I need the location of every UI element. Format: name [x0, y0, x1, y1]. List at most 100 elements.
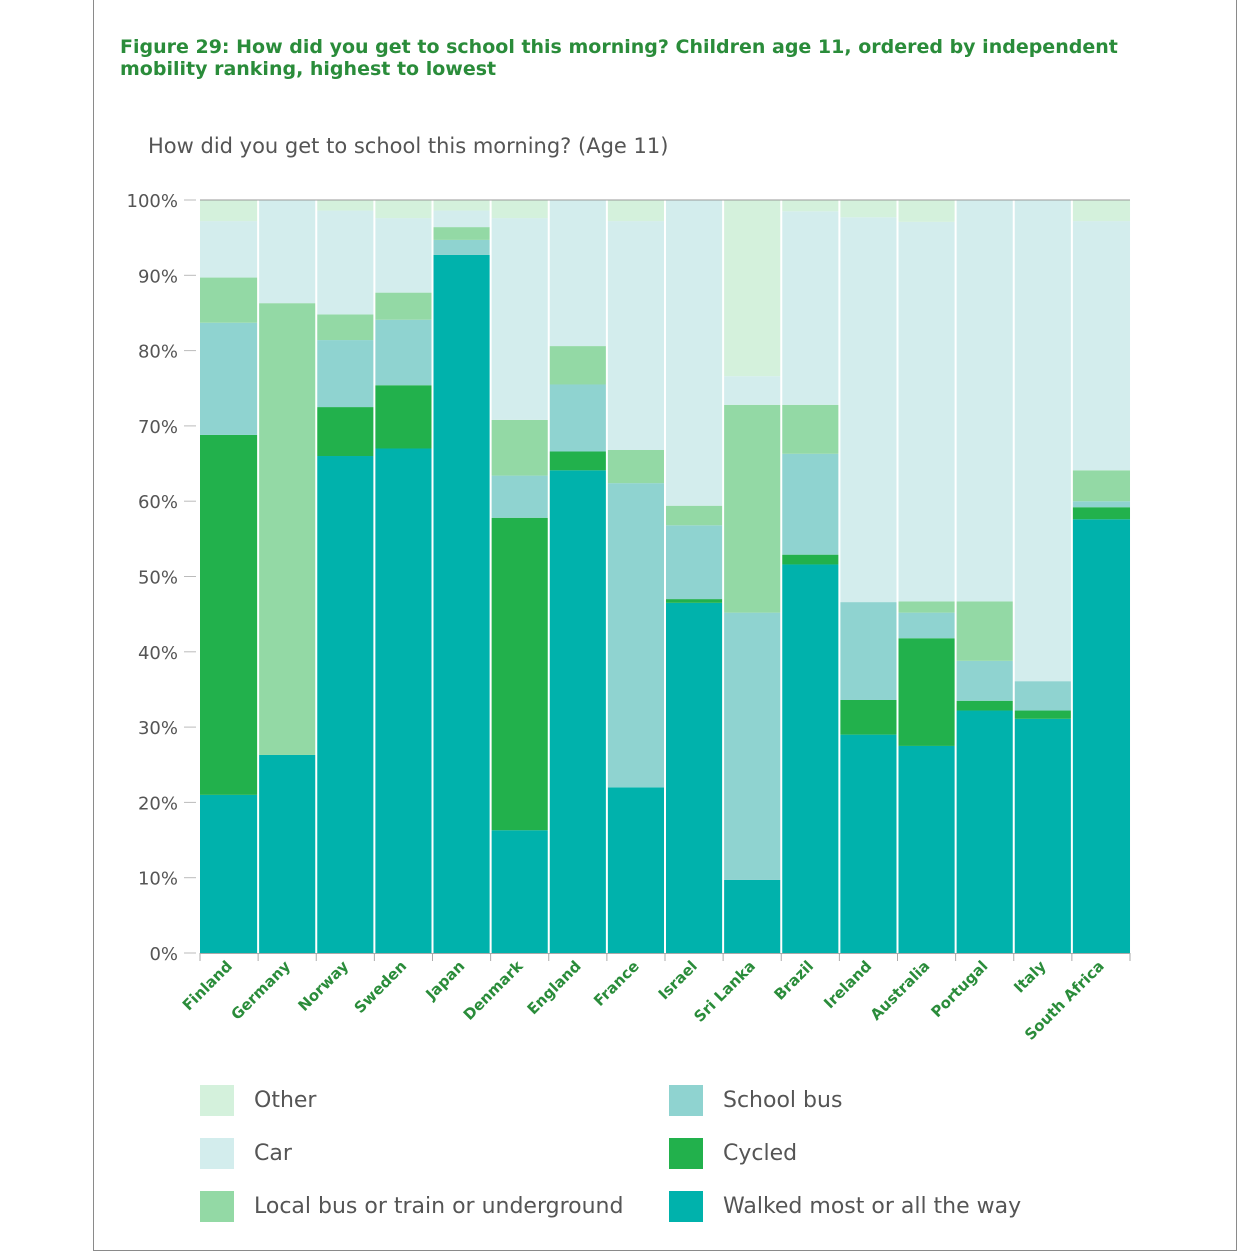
bar-segment	[781, 211, 840, 405]
bar-segment	[781, 453, 840, 555]
bar-segment	[723, 404, 782, 613]
bar-segment	[432, 200, 491, 211]
bar-segment	[781, 554, 840, 565]
bar-segment	[1013, 710, 1072, 719]
y-tick-label: 50%	[138, 568, 178, 589]
bar-segment	[374, 319, 433, 386]
bar-segment	[665, 200, 724, 506]
bar-segment	[839, 200, 898, 218]
bar-stack-england	[548, 200, 607, 953]
x-tick-label: Israel	[655, 957, 701, 1003]
bar-stack-australia	[897, 200, 956, 953]
bar-stack-sweden	[374, 200, 433, 953]
bar-segment	[316, 210, 375, 315]
bar-segment	[548, 451, 607, 471]
bar-segment	[606, 221, 666, 450]
bar-segment	[723, 612, 782, 880]
bar-segment	[200, 322, 259, 435]
bar-segment	[316, 340, 375, 408]
bar-stack-denmark	[490, 200, 549, 953]
bar-segment	[374, 292, 433, 320]
bar-segment	[839, 699, 898, 735]
bar-segment	[897, 601, 956, 613]
bar-segment	[316, 456, 375, 953]
x-tick-label: Sri Lanka	[690, 957, 759, 1026]
bar-segment	[490, 475, 549, 518]
bar-stack-finland	[200, 200, 259, 953]
y-tick-label: 10%	[138, 869, 178, 890]
y-tick-label: 90%	[138, 266, 178, 287]
bar-segment	[781, 564, 840, 953]
x-tick-label: Ireland	[820, 957, 875, 1012]
bar-segment	[374, 448, 433, 953]
bar-stack-norway	[316, 200, 375, 953]
bar-segment	[432, 227, 491, 240]
y-tick-label: 70%	[138, 417, 178, 438]
bar-segment	[897, 612, 956, 639]
bar-segment	[200, 277, 259, 323]
y-tick-label: 100%	[127, 191, 178, 212]
chart-title: How did you get to school this morning? …	[148, 134, 669, 158]
bar-stack-ireland	[839, 200, 898, 953]
bar-segment	[955, 660, 1014, 701]
bar-segment	[200, 200, 259, 222]
bar-segment	[200, 434, 259, 795]
bar-segment	[490, 419, 549, 476]
bar-segment	[955, 601, 1014, 661]
bar-segment	[839, 602, 898, 700]
y-tick-label: 80%	[138, 342, 178, 363]
bar-segment	[955, 700, 1014, 711]
bar-stack-portugal	[955, 200, 1014, 953]
bar-segment	[665, 505, 724, 526]
bar-segment	[1071, 501, 1131, 508]
bar-stack-israel	[665, 200, 724, 953]
x-tick-label: Denmark	[460, 956, 527, 1023]
bar-stack-italy	[1013, 200, 1072, 953]
bar-segment	[258, 303, 317, 755]
bar-segment	[1071, 519, 1131, 953]
x-tick-label: Germany	[227, 957, 294, 1024]
bar-segment	[1071, 507, 1131, 520]
bar-segment	[839, 217, 898, 603]
y-tick-label: 40%	[138, 643, 178, 664]
bar-segment	[781, 200, 840, 212]
bar-segment	[432, 210, 491, 228]
bar-segment	[374, 218, 433, 293]
bar-segment	[781, 404, 840, 454]
bar-stack-south-africa	[1071, 200, 1131, 953]
x-tick-label: England	[524, 957, 585, 1018]
bar-segment	[1013, 200, 1072, 682]
bar-stack-sri-lanka	[723, 200, 782, 953]
bar-segment	[374, 385, 433, 449]
bar-stack-japan	[432, 200, 491, 954]
bar-segment	[665, 525, 724, 600]
bar-segment	[200, 221, 259, 278]
bar-segment	[1071, 200, 1131, 222]
y-tick-label: 30%	[138, 718, 178, 739]
bar-segment	[723, 879, 782, 953]
bar-segment	[955, 710, 1014, 953]
bar-segment	[490, 517, 549, 831]
bar-segment	[606, 787, 666, 953]
figure-title: Figure 29: How did you get to school thi…	[120, 36, 1118, 80]
bar-segment	[839, 734, 898, 953]
x-tick-label: Sweden	[351, 957, 411, 1017]
x-tick-label: France	[590, 957, 643, 1010]
bar-segment	[1013, 681, 1072, 711]
y-tick-label: 60%	[138, 492, 178, 513]
bar-segment	[490, 200, 549, 219]
x-tick-label: Norway	[294, 957, 352, 1015]
bar-segment	[490, 218, 549, 420]
bar-segment	[316, 407, 375, 457]
x-tick-label: Italy	[1010, 957, 1050, 997]
bar-stack-germany	[258, 200, 317, 953]
bar-segment	[606, 450, 666, 484]
bar-segment	[490, 830, 549, 953]
x-tick-label: Portugal	[927, 957, 991, 1021]
x-tick-label: Finland	[179, 957, 236, 1014]
bar-segment	[316, 314, 375, 341]
x-tick-label: Australia	[867, 957, 934, 1024]
bar-segment	[374, 200, 433, 219]
bar-segment	[1013, 718, 1072, 953]
